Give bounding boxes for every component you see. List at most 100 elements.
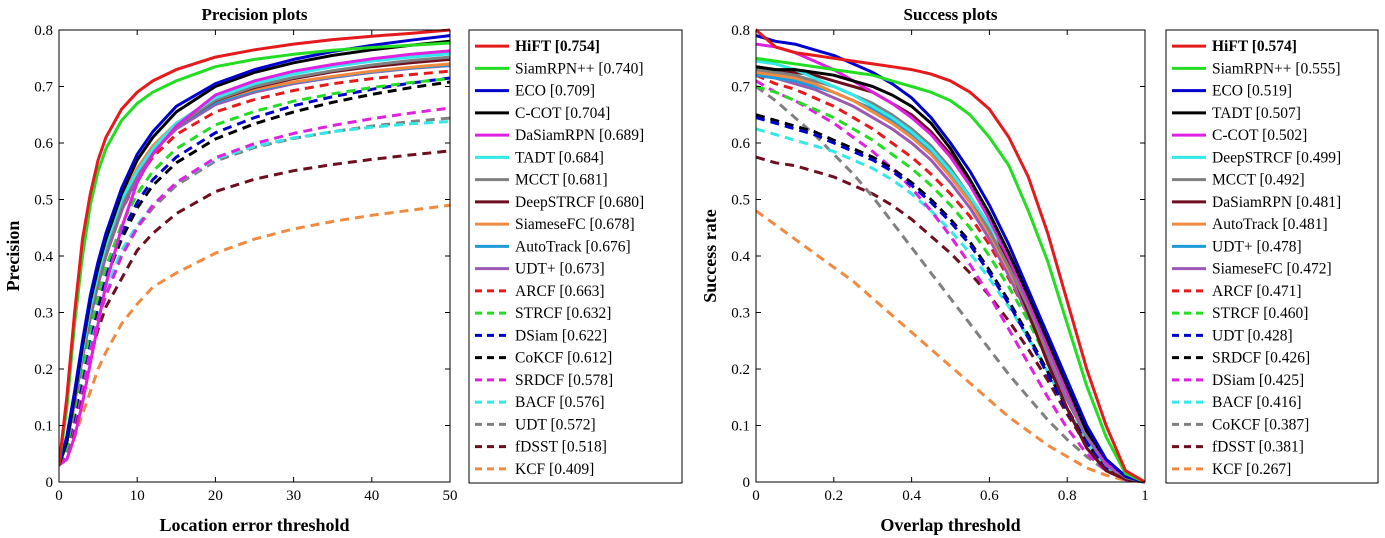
success-chart: Success plots 0 0.2 0.4 0.6 0.8 1 0 0.1 0.2 0.3 0.4…: [700, 5, 1379, 535]
precision-xtick-label: 20: [208, 488, 223, 504]
precision-legend-label-18: fDSST [0.518]: [515, 439, 607, 456]
success-ytick-label: 0.4: [731, 249, 750, 265]
success-series-line-0: [756, 28, 1145, 484]
precision-ytick-label: 0.5: [34, 193, 53, 209]
success-legend-label-18: fDSST [0.381]: [1212, 439, 1304, 456]
precision-series-line-15: [59, 106, 450, 466]
success-legend-label-9: UDT+ [0.478]: [1212, 238, 1302, 255]
success-xtick-label: 0.6: [980, 488, 999, 504]
success-series-line-17: [756, 85, 1145, 484]
precision-ytick-label: 0.7: [34, 80, 53, 96]
success-legend-label-12: STRCF [0.460]: [1212, 305, 1308, 322]
success-legend-label-13: UDT [0.428]: [1212, 327, 1293, 344]
success-series-line-3: [756, 65, 1145, 484]
success-ytick-label: 0.5: [731, 193, 750, 209]
success-series-line-11: [756, 73, 1145, 484]
success-ytick-label: 0.2: [731, 362, 750, 378]
success-legend-label-19: KCF [0.267]: [1212, 461, 1291, 478]
success-legend-label-10: SiameseFC [0.472]: [1212, 261, 1332, 278]
precision-xlabel: Location error threshold: [160, 515, 350, 535]
success-legend-label-11: ARCF [0.471]: [1212, 283, 1302, 300]
precision-ytick-label: 0.4: [34, 249, 53, 265]
precision-legend-label-17: UDT [0.572]: [515, 416, 596, 433]
success-legend-label-2: ECO [0.519]: [1212, 83, 1292, 100]
success-legend-label-15: DSiam [0.425]: [1212, 372, 1304, 389]
precision-legend-label-2: ECO [0.709]: [515, 83, 595, 100]
precision-series-line-13: [59, 76, 450, 466]
precision-chart: Precision plots 0 10 20 30 40 50 0 0.1 0.2 0.3 0.4 0…: [3, 5, 683, 535]
success-legend-label-3: TADT [0.507]: [1212, 105, 1301, 122]
precision-xtick-label: 40: [364, 488, 379, 504]
precision-ytick-label: 0.6: [34, 136, 53, 152]
success-series-group: [756, 28, 1145, 484]
success-legend-label-0: HiFT [0.574]: [1212, 38, 1297, 55]
precision-ytick-label: 0.2: [34, 362, 53, 378]
success-legend-label-4: C-COT [0.502]: [1212, 127, 1307, 144]
precision-title: Precision plots: [202, 5, 308, 24]
precision-legend-label-13: DSiam [0.622]: [515, 327, 607, 344]
success-xtick-label: 1: [1141, 488, 1149, 504]
precision-ytick-label: 0.3: [34, 306, 53, 322]
precision-xtick-label: 0: [55, 488, 63, 504]
precision-legend-label-8: SiameseFC [0.678]: [515, 216, 635, 233]
success-legend-label-14: SRDCF [0.426]: [1212, 350, 1310, 367]
precision-legend-label-14: CoKCF [0.612]: [515, 350, 612, 367]
precision-legend: HiFT [0.754] SiamRPN++ [0.740] ECO [0.709]…: [468, 29, 683, 484]
success-legend-label-1: SiamRPN++ [0.555]: [1212, 60, 1341, 77]
precision-series-line-1: [59, 41, 450, 467]
success-legend-label-17: CoKCF [0.387]: [1212, 416, 1309, 433]
success-series-line-15: [756, 79, 1145, 484]
success-series-line-2: [756, 34, 1145, 484]
precision-xtick-label: 50: [443, 488, 458, 504]
success-ylabel: Success rate: [700, 209, 720, 302]
precision-series-line-11: [59, 69, 450, 466]
precision-legend-label-1: SiamRPN++ [0.740]: [515, 60, 644, 77]
precision-ylabel: Precision: [3, 221, 23, 292]
success-series-line-16: [756, 127, 1145, 484]
success-ytick-label: 0.3: [731, 306, 750, 322]
success-title: Success plots: [904, 5, 998, 24]
precision-legend-label-5: TADT [0.684]: [515, 149, 604, 166]
success-ytick-label: 0.8: [731, 23, 750, 39]
precision-legend-label-16: BACF [0.576]: [515, 394, 605, 411]
precision-legend-label-15: SRDCF [0.578]: [515, 372, 613, 389]
precision-legend-label-4: DaSiamRPN [0.689]: [515, 127, 644, 144]
success-legend-label-6: MCCT [0.492]: [1212, 172, 1305, 189]
precision-legend-label-12: STRCF [0.632]: [515, 305, 611, 322]
precision-legend-label-0: HiFT [0.754]: [515, 38, 600, 55]
precision-series-line-12: [59, 77, 450, 466]
success-legend-label-7: DaSiamRPN [0.481]: [1212, 194, 1341, 211]
precision-xtick-label: 30: [286, 488, 301, 504]
success-series-line-1: [756, 56, 1145, 484]
success-legend-label-5: DeepSTRCF [0.499]: [1212, 149, 1341, 166]
success-series-line-19: [756, 209, 1145, 484]
precision-series-group: [59, 28, 450, 467]
success-ytick-label: 0.7: [731, 80, 750, 96]
success-legend-label-8: AutoTrack [0.481]: [1212, 216, 1328, 233]
precision-ytick-label: 0.1: [34, 419, 53, 435]
success-xtick-label: 0.8: [1058, 488, 1077, 504]
precision-ytick-label: 0: [46, 475, 54, 491]
precision-xtick-label: 10: [130, 488, 145, 504]
precision-series-line-18: [59, 149, 450, 466]
success-xtick-label: 0.4: [902, 488, 921, 504]
success-series-line-10: [756, 73, 1145, 484]
success-xtick-label: 0: [752, 488, 760, 504]
precision-legend-label-19: KCF [0.409]: [515, 461, 594, 478]
precision-plot-area: [59, 30, 450, 482]
precision-series-line-4: [59, 49, 450, 467]
success-series-line-18: [756, 155, 1145, 484]
success-legend-box: [1165, 29, 1379, 484]
precision-ytick-label: 0.8: [34, 23, 53, 39]
success-xtick-label: 0.2: [824, 488, 843, 504]
precision-series-line-0: [59, 28, 450, 467]
success-xlabel: Overlap threshold: [880, 515, 1020, 535]
precision-legend-label-6: MCCT [0.681]: [515, 172, 608, 189]
success-legend: HiFT [0.574] SiamRPN++ [0.555] ECO [0.519]…: [1165, 29, 1379, 484]
success-legend-label-16: BACF [0.416]: [1212, 394, 1302, 411]
precision-legend-label-10: UDT+ [0.673]: [515, 261, 605, 278]
success-ytick-label: 0: [743, 475, 751, 491]
precision-legend-label-7: DeepSTRCF [0.680]: [515, 194, 644, 211]
success-series-line-7: [756, 65, 1145, 484]
